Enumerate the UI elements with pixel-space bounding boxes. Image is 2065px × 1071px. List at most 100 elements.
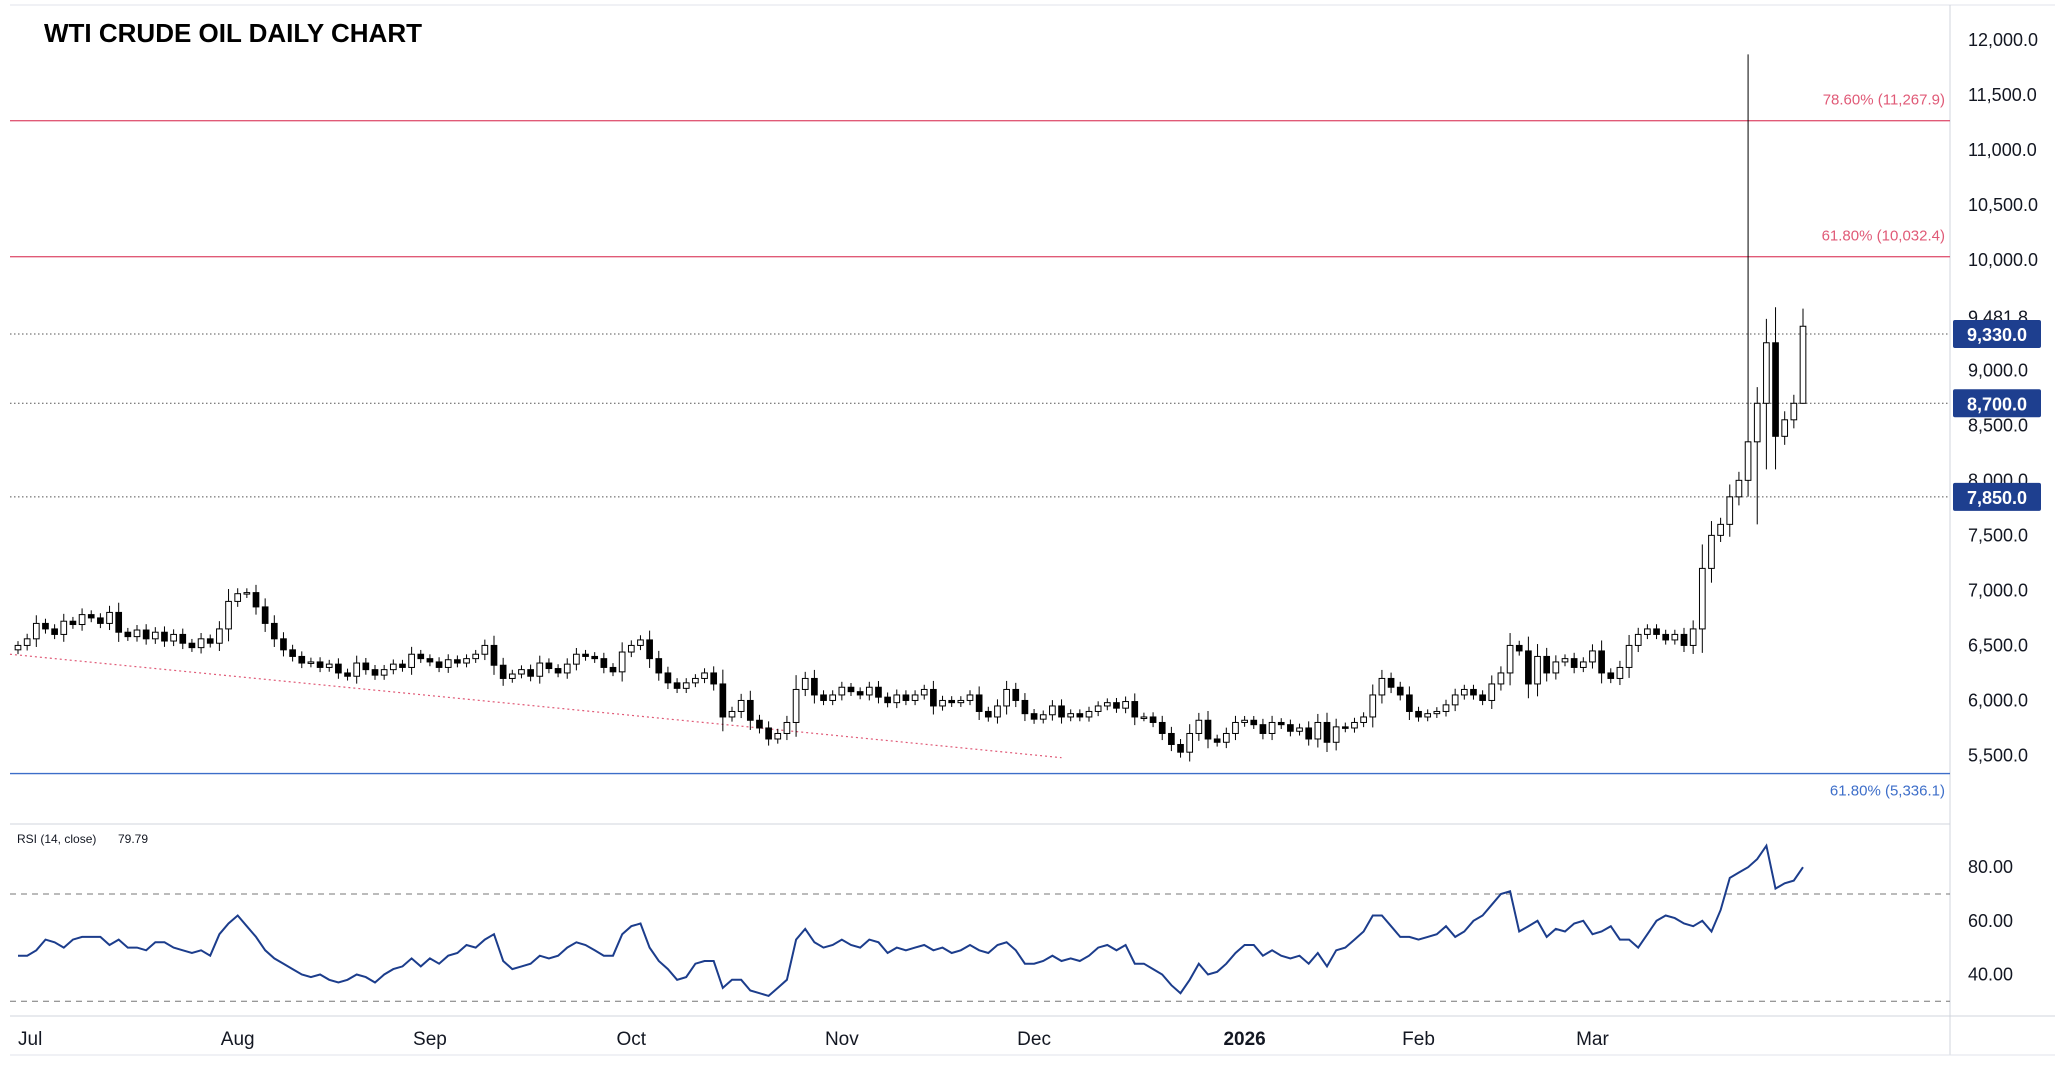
time-tick-label: Sep <box>413 1029 447 1050</box>
candle-body <box>1726 496 1734 525</box>
candle-body <box>618 651 626 673</box>
bullish-candle <box>1579 657 1587 673</box>
candle-body <box>1424 713 1432 718</box>
candle-body <box>1625 644 1633 668</box>
bullish-candle <box>893 689 901 709</box>
candle-body <box>454 659 461 664</box>
bearish-candle <box>1415 706 1422 722</box>
bullish-candle <box>1644 624 1651 640</box>
time-tick-label: Jul <box>18 1029 42 1050</box>
candle-body <box>1113 702 1120 709</box>
bullish-candle <box>911 690 919 706</box>
candle-body <box>51 628 58 635</box>
candlesticks <box>14 54 1807 762</box>
trendline-layer <box>9 653 1062 759</box>
rsi-tick-label: 60.00 <box>1968 911 2013 931</box>
bearish-candle <box>746 690 754 730</box>
candle-body <box>1250 719 1258 726</box>
candle-body <box>1515 644 1523 652</box>
bullish-candle <box>1351 717 1358 733</box>
candle-body <box>42 622 49 630</box>
bearish-candle <box>1387 672 1395 694</box>
candle-body <box>307 661 315 664</box>
bearish-candle <box>1259 718 1267 740</box>
time-tick-label: Mar <box>1576 1029 1609 1050</box>
candle-body <box>1442 704 1450 712</box>
candle-body <box>1433 710 1441 715</box>
rsi-legend-name: RSI (14, close) <box>17 832 96 846</box>
bearish-candle <box>1406 686 1413 720</box>
bullish-candle <box>1232 715 1239 741</box>
bearish-candle <box>1021 693 1029 722</box>
candle-body <box>1470 688 1477 696</box>
price-tick-label: 7,000.0 <box>1968 580 2028 600</box>
candle-body <box>1039 714 1047 720</box>
bullish-candle <box>1314 713 1322 748</box>
bearish-candle <box>97 613 104 629</box>
bullish-candle <box>573 648 580 671</box>
bullish-candle <box>1561 654 1569 667</box>
price-tag-label: 9,330.0 <box>1967 325 2027 345</box>
price-tags[interactable]: 9,330.0 8,700.0 7,850.0 <box>1953 319 2041 511</box>
candle-body <box>518 669 525 675</box>
bullish-candle <box>151 627 159 644</box>
bullish-candle <box>133 624 141 642</box>
candle-body <box>1415 710 1422 718</box>
bearish-candle <box>975 686 983 720</box>
bearish-candle <box>206 634 214 648</box>
candle-body <box>1552 661 1560 674</box>
candle-body <box>1717 523 1724 536</box>
candle-body <box>499 664 507 679</box>
bearish-candle <box>655 650 663 681</box>
candle-body <box>1076 713 1084 718</box>
candle-body <box>1396 686 1404 696</box>
bearish-candle <box>1570 652 1578 674</box>
bearish-candle <box>1012 682 1020 708</box>
candle-body <box>1369 694 1377 718</box>
candle-body <box>930 688 937 707</box>
bearish-candle <box>270 615 278 647</box>
time-tick-label: 2026 <box>1223 1029 1265 1050</box>
bullish-candle <box>1790 394 1798 429</box>
candle-body <box>875 686 882 698</box>
bullish-candle <box>1698 544 1706 653</box>
candle-body <box>1497 672 1505 685</box>
bearish-candle <box>316 657 324 673</box>
candle-body <box>298 655 306 664</box>
bullish-candle <box>1222 727 1230 749</box>
bearish-candle <box>527 664 534 682</box>
candle-body <box>975 694 983 712</box>
candle-body <box>1406 694 1413 712</box>
bullish-candle <box>1689 620 1697 654</box>
candle-body <box>417 653 425 660</box>
candle-body <box>69 620 77 626</box>
bearish-candle <box>1058 699 1065 724</box>
bearish-candle <box>1515 640 1523 656</box>
candle-body <box>1195 719 1203 734</box>
fib-level-label: 61.80% (5,336.1) <box>1830 783 1945 800</box>
price-tick-label: 5,500.0 <box>1968 745 2028 765</box>
bearish-candle <box>1470 684 1477 700</box>
bullish-candle <box>957 696 965 707</box>
bullish-candle <box>627 640 635 658</box>
candle-body <box>1607 672 1615 679</box>
bearish-candle <box>884 692 891 708</box>
bullish-candle <box>563 658 571 679</box>
bearish-candle <box>875 681 882 704</box>
candle-body <box>133 629 141 638</box>
bearish-candle <box>87 610 95 623</box>
candle-body <box>1451 694 1459 706</box>
candle-body <box>1067 713 1075 718</box>
rsi-tick-label: 80.00 <box>1968 857 2013 877</box>
candle-body <box>206 638 214 644</box>
candle-body <box>1662 633 1670 641</box>
bearish-candle <box>948 696 956 707</box>
bullish-candle <box>994 699 1001 724</box>
candle-body <box>655 658 663 674</box>
bullish-candle <box>216 621 223 651</box>
bullish-candle <box>408 646 415 675</box>
candle-body <box>1616 666 1624 679</box>
candle-body <box>1131 701 1139 718</box>
candle-body <box>1140 716 1148 719</box>
price-tag-label: 8,700.0 <box>1967 394 2027 414</box>
